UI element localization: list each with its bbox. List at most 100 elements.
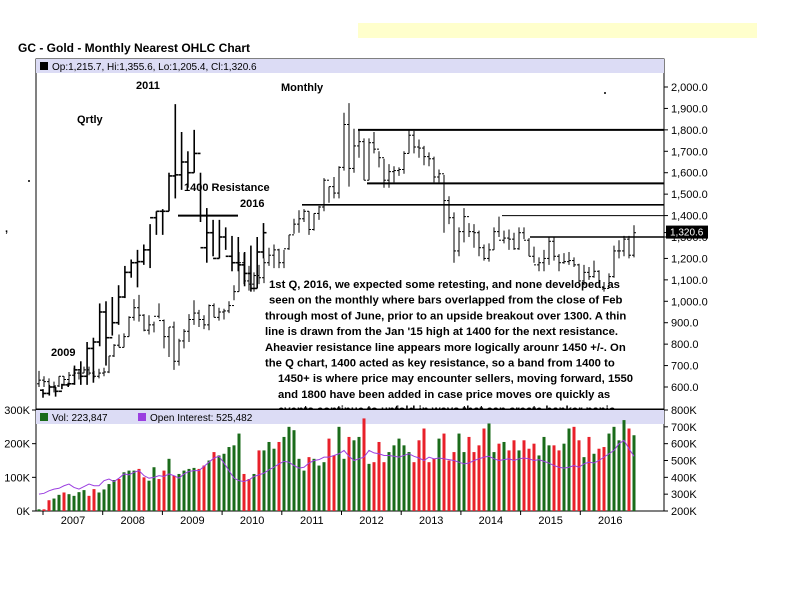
volume-bar (192, 467, 196, 511)
volume-legend: Vol: 223,847 (52, 413, 108, 424)
volume-tick-label: 100K (4, 472, 30, 484)
volume-bar (427, 462, 431, 511)
volume-bar (72, 495, 76, 511)
oi-legend-swatch (138, 413, 146, 421)
volume-bar (562, 443, 566, 511)
last-price-box (666, 225, 708, 239)
volume-bar (332, 455, 336, 511)
volume-bar (157, 479, 161, 511)
volume-bar (502, 441, 506, 511)
volume-bar (412, 462, 416, 511)
volume-bar (147, 480, 151, 511)
price-tick-label: 1,700.0 (671, 146, 708, 158)
volume-bar (122, 472, 126, 511)
volume-bar (497, 443, 501, 511)
volume-bar (207, 460, 211, 511)
volume-bar (597, 448, 601, 511)
open-interest-line (38, 439, 635, 495)
volume-bar (92, 489, 96, 511)
volume-bar (492, 452, 496, 511)
volume-bar (612, 426, 616, 511)
oi-tick-label: 800K (671, 405, 697, 417)
volume-bar (372, 462, 376, 511)
volume-bar (287, 426, 291, 511)
volume-bar (507, 450, 511, 511)
volume-bar (557, 450, 561, 511)
yellow-band (358, 23, 757, 38)
price-tick-label: 600.0 (671, 382, 699, 394)
volume-bar (462, 452, 466, 511)
x-tick-label: 2007 (61, 515, 85, 527)
oi-tick-label: 500K (671, 456, 697, 468)
volume-bar (152, 467, 156, 511)
x-axis: 2007 2008 2009 2010 2011 2012 2013 2014 2015 2016 (42, 511, 623, 527)
volume-bar (257, 450, 261, 511)
volume-bar (607, 433, 611, 511)
resistance-lines (178, 128, 668, 238)
oi-legend: Open Interest: 525,482 (150, 413, 253, 424)
price-tick-label: 1,900.0 (671, 103, 708, 115)
price-axis: 2,000.0 1,900.0 1,800.0 1,700.0 1,600.0 1,500… (664, 82, 708, 394)
volume-bar (302, 470, 306, 511)
volume-legend-swatch (40, 413, 48, 421)
volume-bar (442, 433, 446, 511)
annotation-2011: 2011 (136, 80, 160, 92)
volume-bar (357, 436, 361, 511)
volume-bar (127, 470, 131, 511)
volume-bar (187, 468, 191, 511)
volume-bar (142, 477, 146, 511)
volume-bar (227, 447, 231, 511)
volume-bar (367, 463, 371, 511)
volume-bar (542, 436, 546, 511)
volume-bar (477, 445, 481, 511)
volume-legend-bar (36, 410, 664, 424)
volume-bar (322, 462, 326, 511)
volume-bar (37, 509, 41, 511)
volume-bar (432, 458, 436, 511)
x-tick-label: 2009 (180, 515, 204, 527)
volume-bar (342, 458, 346, 511)
volume-bar (282, 436, 286, 511)
volume-bar (447, 460, 451, 511)
volume-bar (632, 435, 636, 511)
commentary-line: through most of June, prior to an upside… (265, 310, 626, 322)
volume-bar (312, 458, 316, 511)
volume-bar (42, 509, 46, 511)
volume-bar (362, 418, 366, 511)
volume-bar (107, 484, 111, 511)
commentary-line: and 1800 have been added in case price m… (278, 389, 610, 401)
volume-bar (577, 440, 581, 511)
volume-bar (382, 462, 386, 511)
commentary-line: Aheavier resistance line appears more lo… (265, 342, 626, 354)
volume-bar (482, 428, 486, 511)
volume-bar (62, 492, 66, 511)
price-tick-label: 1,400.0 (671, 211, 708, 223)
volume-bar (567, 428, 571, 511)
volume-bar (97, 492, 101, 511)
volume-bar (217, 455, 221, 511)
commentary-line: 1450+ is where price may encounter selle… (278, 373, 633, 385)
volume-bar (552, 445, 556, 511)
annotation-2016: 2016 (240, 198, 264, 210)
price-tick-label: 1,000.0 (671, 296, 708, 308)
volume-bar (202, 465, 206, 511)
volume-bar (352, 440, 356, 511)
price-panel (35, 58, 665, 410)
volume-bar (267, 441, 271, 511)
volume-bar (627, 428, 631, 511)
volume-bar (602, 447, 606, 511)
volume-tick-label: 300K (4, 405, 30, 417)
volume-bar (512, 440, 516, 511)
volume-bar (407, 452, 411, 511)
commentary-line: the Q chart, 1400 acted as key resistanc… (265, 358, 615, 370)
volume-bar (457, 433, 461, 511)
annotation-1400-resistance: 1400 Resistance (184, 182, 270, 194)
price-tick-label: 1,500.0 (671, 189, 708, 201)
volume-tick-label: 0K (17, 506, 31, 518)
volume-bar (212, 452, 216, 511)
volume-bar (272, 448, 276, 511)
volume-bar (52, 498, 56, 511)
price-tick-label: 900.0 (671, 318, 699, 330)
price-tick-label: 1,100.0 (671, 275, 708, 287)
volume-bar (102, 489, 106, 511)
